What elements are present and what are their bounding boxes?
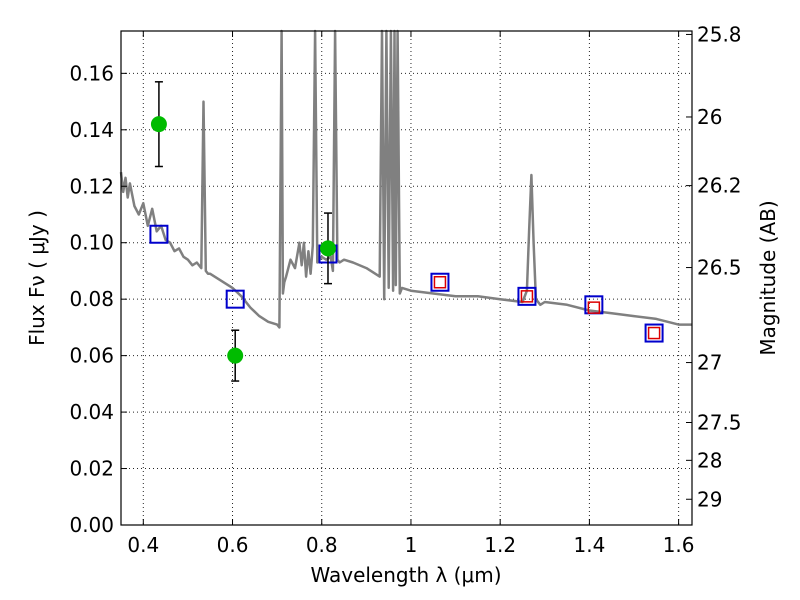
green-circle-marker xyxy=(150,116,167,133)
plot-frame xyxy=(120,30,693,526)
y-tick-label: 0.00 xyxy=(69,513,114,537)
green-circle-marker xyxy=(227,347,244,364)
x-tick-label: 0.8 xyxy=(306,533,338,557)
x-tick-label: 1.4 xyxy=(573,533,605,557)
magnitude-axis-label: Magnitude (AB) xyxy=(756,200,780,355)
y-tick-label: 0.06 xyxy=(69,344,114,368)
data-markers xyxy=(149,81,664,382)
red-square-marker xyxy=(520,290,534,303)
red-square-marker xyxy=(587,301,601,314)
magnitude-tick-label: 26.2 xyxy=(697,174,742,198)
y-axis-ticks: 0.00 0.02 0.04 0.06 0.08 0.10 0.12 0.14 0.16 xyxy=(69,61,127,537)
y-tick-label: 0.12 xyxy=(69,174,114,198)
magnitude-tick-label: 26.5 xyxy=(697,256,742,280)
x-tick-label: 1.2 xyxy=(484,533,516,557)
y-tick-label: 0.16 xyxy=(69,61,114,85)
x-tick-label: 1.6 xyxy=(663,533,695,557)
magnitude-axis-ticks: 25.8 26 26.2 26.5 27 27.5 28 29 xyxy=(686,22,742,511)
magnitude-tick-label: 25.8 xyxy=(697,22,742,46)
blue-square-marker xyxy=(430,272,450,292)
y-tick-label: 0.04 xyxy=(69,400,114,424)
red-square-marker xyxy=(647,326,661,340)
green-circle-marker xyxy=(319,240,336,257)
x-tick-label: 0.6 xyxy=(217,533,249,557)
y-tick-label: 0.10 xyxy=(69,231,114,255)
y-axis-label: Flux Fν ( μJy ) xyxy=(25,210,49,346)
blue-square-marker xyxy=(225,289,245,309)
magnitude-tick-label: 27 xyxy=(697,351,722,375)
x-tick-label: 1 xyxy=(405,533,418,557)
model-spectrum xyxy=(119,29,692,329)
grid-lines xyxy=(121,31,692,525)
magnitude-tick-label: 26 xyxy=(697,105,722,129)
x-tick-label: 0.4 xyxy=(127,533,159,557)
y-tick-label: 0.08 xyxy=(69,287,114,311)
magnitude-tick-label: 28 xyxy=(697,448,722,472)
blue-square-marker xyxy=(149,224,169,244)
red-square-marker xyxy=(433,275,447,289)
spectrum-line xyxy=(119,29,692,329)
magnitude-tick-label: 29 xyxy=(697,487,722,511)
blue-square-marker xyxy=(644,323,664,343)
magnitude-tick-label: 27.5 xyxy=(697,411,742,435)
y-tick-label: 0.14 xyxy=(69,118,114,142)
y-tick-label: 0.02 xyxy=(69,457,114,481)
x-axis-label: Wavelength λ (μm) xyxy=(310,563,501,587)
x-axis-ticks: 0.4 0.6 0.8 1 1.2 1.4 1.6 xyxy=(127,31,695,557)
blue-square-marker xyxy=(517,286,537,306)
